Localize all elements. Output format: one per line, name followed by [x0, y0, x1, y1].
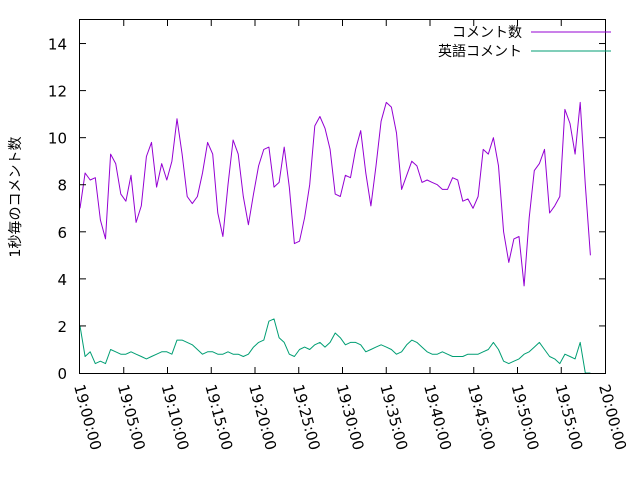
y-tick-label-1: 2 [57, 318, 67, 336]
y-axis: 0 2 4 6 8 10 12 14 [48, 36, 605, 383]
legend: コメント数 英語コメント [438, 25, 611, 60]
legend-entry-0: コメント数 [452, 25, 611, 41]
y-axis-title: 1秒毎のコメント数 [8, 137, 24, 258]
legend-entry-1: 英語コメント [438, 43, 611, 60]
series-line-0 [79, 101, 591, 287]
y-tick-label-6: 12 [48, 83, 67, 101]
y-tick-label-2: 4 [57, 271, 67, 289]
y-tick-label-5: 10 [48, 130, 67, 148]
y-tick-label-0: 0 [57, 365, 67, 383]
legend-label-0: コメント数 [452, 25, 522, 41]
plot-lines [79, 101, 591, 374]
legend-label-1: 英語コメント [438, 43, 522, 60]
plot-frame [79, 19, 606, 374]
y-tick-label-3: 6 [57, 224, 67, 242]
y-tick-label-7: 14 [48, 36, 67, 54]
series-line-1 [79, 318, 591, 374]
y-tick-label-4: 8 [57, 177, 67, 195]
